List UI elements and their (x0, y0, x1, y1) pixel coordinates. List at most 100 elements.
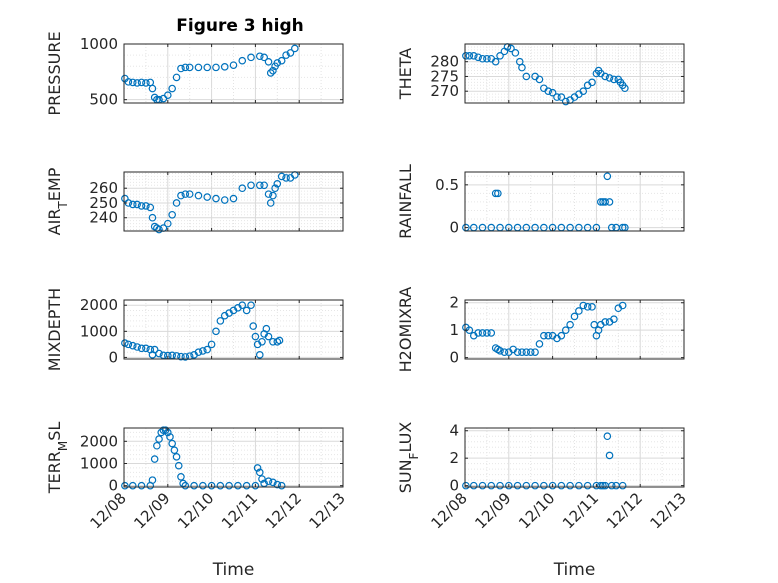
data-point (194, 191, 203, 200)
data-point (518, 348, 526, 356)
data-point (142, 344, 150, 353)
data-point (504, 481, 513, 490)
data-point (124, 340, 133, 349)
data-point (260, 181, 268, 190)
axes-box (464, 43, 685, 104)
data-point (238, 184, 247, 193)
data-point (575, 481, 583, 490)
data-point (177, 472, 185, 481)
data-point (474, 53, 482, 62)
data-point (478, 329, 487, 337)
data-point (596, 481, 605, 490)
axes-box (123, 171, 344, 232)
data-point (260, 53, 268, 62)
data-point (164, 219, 172, 228)
data-point (264, 332, 273, 341)
y-axis-label: RAINFALL (396, 164, 415, 239)
y-tick-label: 240 (89, 209, 118, 227)
data-point (207, 481, 216, 490)
data-point (203, 345, 212, 354)
panel-h2omixra: 0 1 2 H2OMIXRA (396, 287, 685, 373)
data-point (150, 93, 159, 102)
data-point (491, 189, 500, 198)
data-point (168, 84, 176, 93)
data-point (238, 56, 247, 65)
y-tick-label: 0 (449, 219, 459, 237)
data-point (487, 481, 496, 490)
data-point (496, 346, 504, 355)
x-axis-label: Time (553, 560, 596, 580)
data-point (462, 481, 470, 490)
data-point (474, 329, 482, 337)
plot-area (124, 44, 343, 103)
data-point (266, 69, 275, 77)
data-point (128, 341, 137, 350)
data-point (601, 198, 609, 206)
y-tick-label: 1000 (80, 35, 118, 53)
y-axis-label: H2OMIXRA (396, 287, 415, 373)
data-point (522, 481, 531, 490)
data-point (491, 57, 500, 66)
y-axis-label: THETA (396, 48, 415, 100)
data-point (487, 329, 496, 337)
data-point (271, 184, 279, 193)
y-tick-label: 1000 (80, 322, 118, 340)
data-point (513, 481, 522, 490)
data-point (128, 481, 137, 490)
data-point (535, 340, 544, 348)
data-point (618, 481, 627, 490)
data-point (266, 199, 275, 207)
x-tick-label: 12/11 (559, 489, 602, 532)
data-point (225, 481, 233, 490)
data-point (190, 481, 198, 490)
data-point (150, 345, 159, 354)
grid (464, 428, 685, 487)
data-point (531, 481, 539, 490)
data-point (605, 74, 614, 82)
data-point (286, 49, 295, 57)
data-point (599, 481, 607, 490)
data-point (277, 56, 286, 65)
data-point (155, 435, 163, 443)
axes-box (464, 299, 685, 360)
y-tick-label: 0.5 (435, 176, 459, 194)
data-point (507, 44, 515, 53)
data-point (177, 64, 185, 73)
data-point (133, 200, 141, 209)
data-point (128, 78, 137, 87)
data-point (462, 51, 470, 60)
x-axis-label: Time (212, 560, 255, 580)
data-point (273, 59, 282, 67)
data-point (273, 480, 282, 489)
data-point (164, 91, 172, 100)
y-tick-label: 1 (449, 321, 459, 339)
data-point (557, 331, 566, 340)
y-axis-label: TERRMSL (45, 422, 70, 495)
panel-mixdepth: 0 1000 2000 MIXDEPTH (45, 288, 344, 371)
data-point (494, 189, 502, 198)
data-point (161, 426, 170, 435)
data-point (583, 303, 592, 311)
data-point (155, 225, 163, 234)
axes-box (464, 427, 685, 488)
series-markers (462, 432, 627, 490)
data-point (469, 481, 478, 490)
data-point (511, 49, 520, 57)
data-point (133, 343, 141, 351)
data-point (566, 481, 574, 490)
data-point (255, 181, 264, 190)
data-point (150, 455, 159, 463)
data-point (251, 332, 260, 341)
data-point (258, 475, 266, 483)
data-point (146, 203, 155, 212)
data-point (255, 52, 264, 61)
data-point (603, 172, 612, 181)
data-point (166, 433, 174, 441)
data-point (601, 72, 609, 81)
data-point (194, 63, 203, 72)
data-point (255, 468, 264, 477)
data-point (621, 84, 629, 93)
data-point (269, 66, 277, 75)
data-point (618, 301, 627, 310)
